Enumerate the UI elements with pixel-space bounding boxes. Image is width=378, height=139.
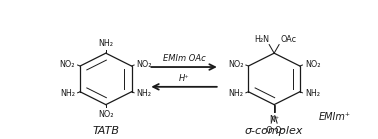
Text: NO₂: NO₂	[60, 59, 75, 69]
Text: NH₂: NH₂	[136, 89, 152, 98]
Text: NO₂: NO₂	[305, 59, 321, 69]
Text: TATB: TATB	[92, 126, 119, 136]
Text: NH₂: NH₂	[98, 39, 113, 48]
Text: N⁺: N⁺	[269, 115, 279, 124]
Text: EMIm⁺: EMIm⁺	[319, 111, 351, 121]
Text: H⁺: H⁺	[179, 74, 189, 83]
Text: ⁻O: ⁻O	[263, 126, 274, 135]
Text: NO₂: NO₂	[98, 110, 114, 119]
Text: NO₂: NO₂	[136, 59, 152, 69]
Text: EMIm OAc: EMIm OAc	[163, 54, 205, 63]
Text: H₂N: H₂N	[254, 35, 269, 44]
Text: OAc: OAc	[280, 35, 296, 44]
Text: O⁻: O⁻	[275, 126, 285, 135]
Text: σ-complex: σ-complex	[245, 126, 304, 136]
Text: NO₂: NO₂	[228, 59, 243, 69]
Text: NH₂: NH₂	[228, 89, 243, 98]
Text: NH₂: NH₂	[60, 89, 75, 98]
Text: NH₂: NH₂	[305, 89, 320, 98]
